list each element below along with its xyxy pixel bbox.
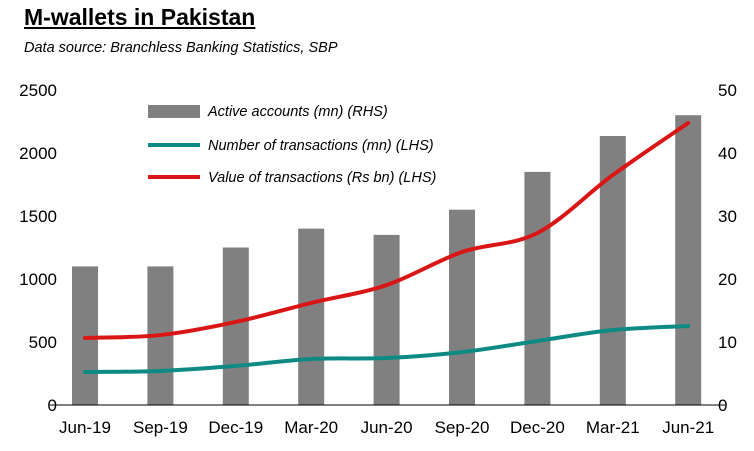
legend-label: Number of transactions (mn) (LHS) (208, 138, 434, 154)
left-tick-label: 1500 (19, 207, 57, 226)
chart-subtitle: Data source: Branchless Banking Statisti… (24, 40, 338, 56)
right-tick-label: 40 (718, 144, 737, 163)
x-tick-label: Sep-20 (435, 418, 490, 437)
legend-label: Active accounts (mn) (RHS) (207, 104, 388, 120)
right-tick-label: 20 (718, 270, 737, 289)
left-tick-label: 1000 (19, 270, 57, 289)
legend-label: Value of transactions (Rs bn) (LHS) (208, 170, 436, 186)
bar-active-accounts (222, 247, 249, 405)
line-number-of-transactions (83, 323, 691, 374)
left-tick-label: 500 (29, 333, 57, 352)
bar-active-accounts (524, 171, 551, 405)
x-tick-label: Dec-19 (208, 418, 263, 437)
bar-active-accounts (373, 234, 400, 405)
chart-title: M-wallets in Pakistan (24, 4, 256, 30)
bar-active-accounts (72, 266, 98, 405)
right-tick-label: 30 (718, 207, 737, 226)
legend-swatch-active-accounts (148, 105, 200, 118)
left-tick-label: 2500 (19, 81, 57, 100)
x-tick-label: Sep-19 (133, 418, 188, 437)
x-tick-label: Jun-21 (662, 418, 714, 437)
right-tick-label: 10 (718, 333, 737, 352)
x-tick-label: Jun-19 (59, 418, 111, 437)
left-tick-label: 2000 (19, 144, 57, 163)
x-tick-label: Jun-20 (361, 418, 413, 437)
x-tick-label: Mar-21 (586, 418, 640, 437)
bar-active-accounts (449, 209, 475, 405)
line-value-of-transactions (83, 121, 691, 340)
bar-active-accounts (675, 115, 702, 405)
x-tick-label: Mar-20 (284, 418, 338, 437)
bar-active-accounts (298, 228, 325, 405)
x-tick-label: Dec-20 (510, 418, 565, 437)
right-tick-label: 50 (718, 81, 737, 100)
